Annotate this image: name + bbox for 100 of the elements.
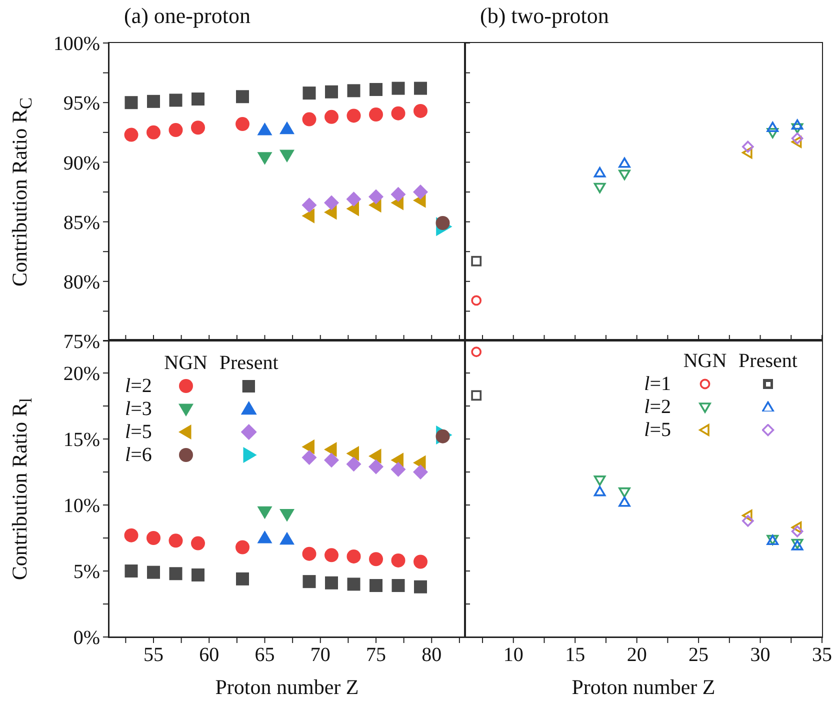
x-tick-label: 55 — [144, 644, 164, 666]
x-axis-title: Proton number Z — [572, 675, 716, 700]
y-tick-label: 80% — [63, 272, 100, 294]
point — [413, 464, 428, 480]
point — [369, 552, 383, 566]
point — [302, 198, 317, 213]
point — [390, 462, 406, 477]
point — [324, 195, 339, 210]
x-tick-label: 60 — [199, 644, 220, 666]
point — [192, 92, 204, 106]
point — [124, 564, 138, 578]
y-tick-label: 90% — [63, 152, 100, 174]
point — [414, 104, 428, 118]
y-tick-label: 100% — [53, 33, 100, 56]
point — [392, 82, 405, 95]
point — [791, 136, 802, 148]
point — [346, 201, 359, 216]
point — [471, 346, 482, 358]
annotation: Present — [738, 350, 798, 372]
point — [236, 117, 250, 132]
x-tick-label: 75 — [366, 644, 386, 666]
point — [618, 157, 630, 168]
point — [302, 112, 316, 126]
legend-label: l=5 — [644, 419, 671, 441]
point — [742, 146, 752, 159]
x-tick-label: 10 — [503, 644, 524, 666]
point — [618, 487, 630, 498]
point — [191, 120, 205, 135]
point — [302, 86, 316, 100]
point — [742, 514, 754, 527]
point — [324, 110, 338, 124]
point — [191, 536, 205, 550]
point — [236, 540, 250, 554]
annotation: NGN — [164, 352, 208, 374]
point — [302, 450, 317, 465]
point — [414, 82, 427, 95]
point — [124, 128, 138, 142]
x-tick-label: 35 — [812, 644, 832, 666]
point — [302, 575, 316, 588]
y-tick-label: 5% — [73, 561, 100, 584]
point — [368, 448, 382, 464]
point — [192, 568, 204, 582]
point — [324, 452, 339, 468]
point — [391, 553, 406, 568]
point — [347, 84, 360, 98]
point — [594, 182, 606, 194]
point — [618, 496, 630, 507]
x-tick-label: 80 — [422, 644, 442, 666]
point — [346, 446, 359, 462]
point — [302, 208, 314, 224]
point — [414, 580, 427, 594]
point — [346, 549, 361, 564]
point — [325, 576, 338, 590]
point — [414, 554, 428, 569]
point — [471, 390, 482, 401]
point — [280, 121, 294, 134]
point — [280, 150, 294, 163]
legend-label: l=2 — [125, 375, 152, 397]
point — [594, 167, 606, 178]
point — [370, 579, 382, 592]
point — [257, 530, 272, 544]
x-tick-label: 15 — [565, 644, 586, 666]
point — [618, 170, 630, 180]
y-tick-label: 75% — [63, 331, 100, 354]
x-tick-label: 65 — [254, 644, 275, 666]
legend-label: l=2 — [644, 396, 671, 418]
point — [146, 531, 160, 545]
point — [391, 106, 406, 120]
point — [742, 510, 752, 522]
point — [325, 85, 338, 98]
y-tick-label: 85% — [63, 212, 100, 234]
x-tick-label: 25 — [688, 644, 709, 666]
point — [368, 189, 384, 204]
point — [370, 82, 382, 96]
annotation: NGN — [683, 350, 727, 372]
point — [791, 119, 804, 130]
point — [791, 132, 804, 144]
point — [257, 152, 272, 165]
y-tick-label: 10% — [63, 495, 100, 518]
point — [346, 192, 362, 207]
point — [324, 442, 337, 458]
point — [169, 94, 182, 107]
point — [346, 456, 362, 472]
point — [791, 526, 804, 538]
point — [766, 122, 779, 132]
point — [594, 476, 606, 486]
point — [302, 439, 314, 454]
point — [742, 140, 754, 153]
point — [791, 522, 802, 534]
point — [169, 567, 182, 580]
y-tick-label: 20% — [63, 363, 100, 386]
point — [390, 452, 404, 468]
point — [324, 548, 338, 562]
legend-label: l=6 — [125, 444, 152, 466]
x-tick-label: 20 — [626, 644, 647, 666]
legend-label: l=3 — [125, 398, 152, 420]
point — [346, 108, 361, 123]
point — [347, 578, 360, 591]
point — [168, 534, 183, 548]
point — [280, 532, 294, 545]
